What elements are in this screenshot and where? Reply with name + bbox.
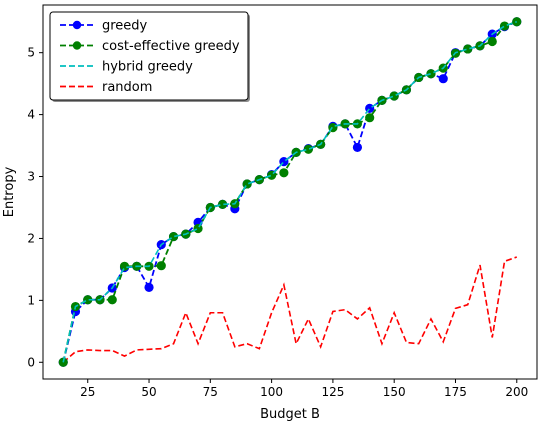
x-tick-label: 200 [505, 385, 528, 399]
legend-label-greedy: greedy [102, 19, 148, 34]
data-point-cost-effective-greedy [499, 21, 510, 31]
data-point-cost-effective-greedy [389, 91, 399, 101]
y-axis-label: Entropy [2, 166, 17, 217]
data-point-cost-effective-greedy [193, 223, 203, 234]
legend: greedy cost-effective greedy hybrid greedy… [49, 11, 250, 102]
data-point-cost-effective-greedy [365, 113, 375, 123]
data-point-greedy [438, 74, 448, 84]
x-tick-label: 175 [444, 385, 467, 399]
y-tick-label: 3 [27, 170, 35, 184]
x-tick-label: 25 [80, 385, 95, 399]
legend-marker-greedy [72, 20, 82, 30]
data-point-cost-effective-greedy [119, 261, 130, 271]
legend-box [49, 11, 249, 101]
y-tick-label: 2 [27, 231, 35, 245]
legend-marker-cost-effective-greedy [72, 41, 82, 50]
y-tick-label: 5 [27, 46, 35, 60]
series-line-hybrid-greedy [62, 20, 518, 363]
data-point-cost-effective-greedy [242, 179, 252, 189]
plot-area [58, 17, 522, 367]
x-tick-label: 50 [141, 385, 156, 399]
data-point-cost-effective-greedy [156, 261, 166, 271]
axes-frame [42, 4, 538, 380]
y-tick-label: 4 [27, 108, 35, 122]
axes: 25 50 75 100 125 150 175 200 0 1 2 3 4 5 Budget B Entro… [2, 4, 538, 422]
series-group [58, 17, 522, 367]
data-point-greedy [352, 142, 363, 153]
data-point-cost-effective-greedy [463, 44, 473, 54]
legend-label-cost-effective-greedy: cost-effective greedy [102, 39, 240, 54]
x-tick-label: 100 [260, 385, 283, 399]
series-line-random [62, 256, 518, 363]
y-tick-label: 1 [27, 293, 35, 307]
data-point-cost-effective-greedy [487, 36, 497, 47]
x-tick-label: 75 [203, 385, 218, 399]
data-point-greedy [144, 282, 154, 292]
data-point-cost-effective-greedy [426, 69, 436, 79]
x-tick-label: 125 [321, 385, 344, 399]
data-point-cost-effective-greedy [303, 144, 313, 154]
legend-label-hybrid-greedy: hybrid greedy [102, 60, 193, 75]
data-point-cost-effective-greedy [107, 295, 117, 305]
x-axis-label: Budget B [260, 407, 320, 422]
legend-label-random: random [102, 80, 152, 95]
x-tick-label: 150 [383, 385, 406, 399]
y-tick-label: 0 [27, 355, 35, 369]
data-point-cost-effective-greedy [279, 168, 289, 178]
